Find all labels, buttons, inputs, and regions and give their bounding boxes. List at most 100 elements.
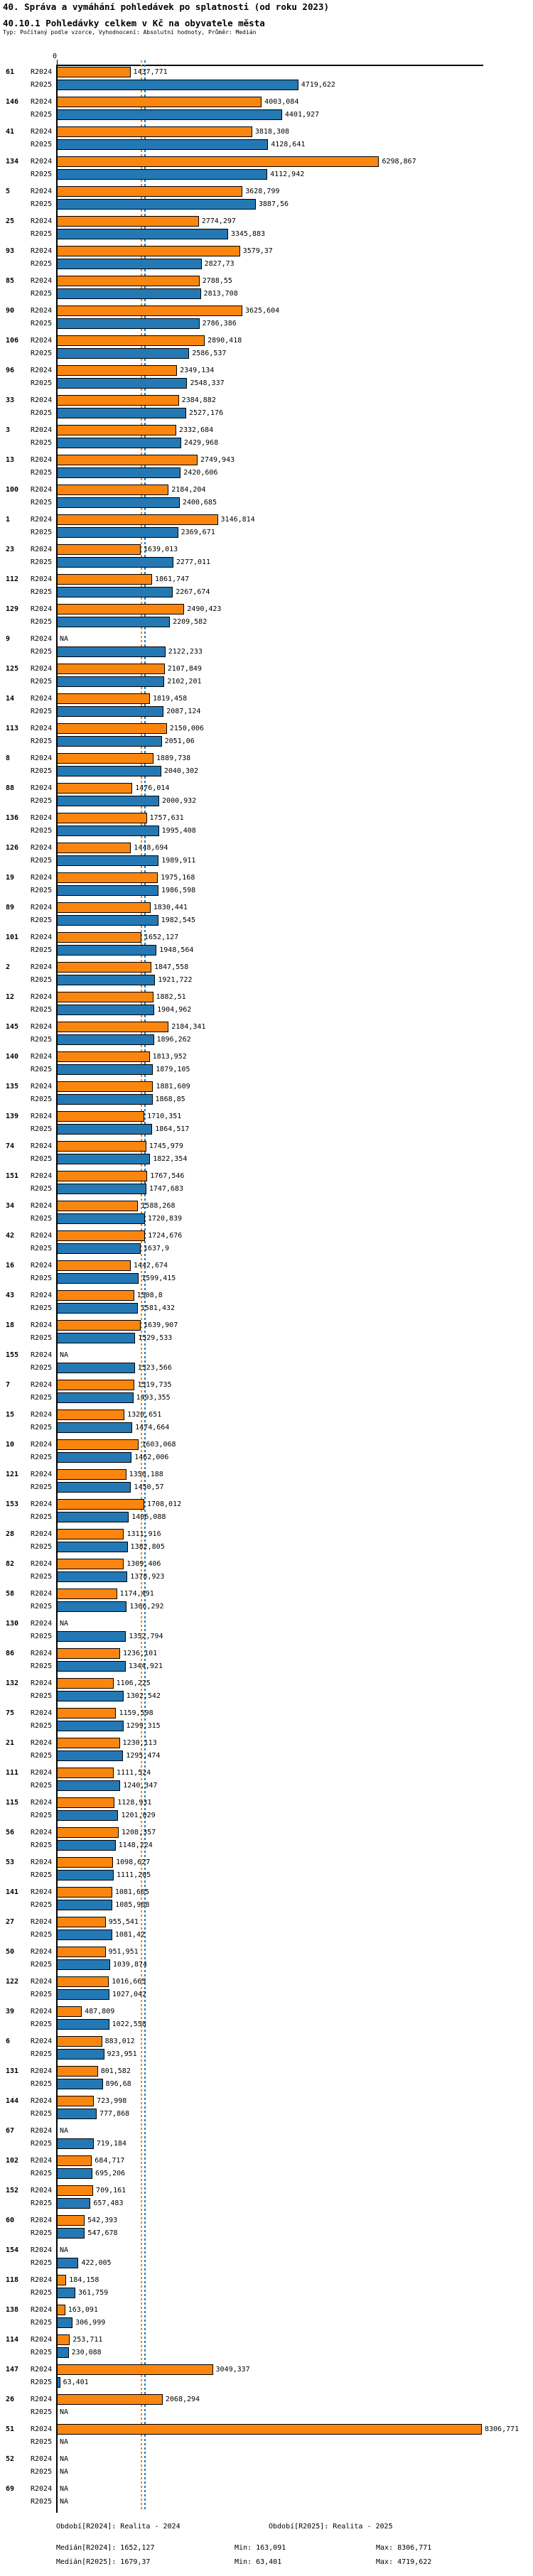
value-label: 2749,943 <box>200 456 235 464</box>
bar-r2024 <box>57 2066 98 2077</box>
bar-row-r2024: R2024 253,711 <box>31 2334 102 2345</box>
series-label: R2025 <box>31 618 53 626</box>
bar-r2025 <box>57 109 282 120</box>
series-label: R2025 <box>31 1304 53 1312</box>
footer-max-r2025: Max: 4719,622 <box>376 2558 432 2566</box>
bar-row-r2025: R2025 1921,722 <box>31 975 193 985</box>
value-label: 253,711 <box>72 2336 103 2344</box>
value-label: 184,158 <box>69 2276 99 2284</box>
bar-row-r2024: R2024 542,393 <box>31 2215 117 2226</box>
value-label: 8306,771 <box>485 2425 519 2433</box>
footer-period-r2025: Období[R2025]: Realita - 2025 <box>269 2523 393 2531</box>
series-label: R2025 <box>31 2408 53 2416</box>
bar-row-r2025: R2025 896,68 <box>31 2079 131 2089</box>
bar-group: 130 R2024 NA R2025 1352,794 <box>0 1618 533 1642</box>
bar-row-r2025: R2025 2051,06 <box>31 736 195 747</box>
series-label: R2024 <box>31 1739 53 1747</box>
bar-r2024 <box>57 1469 126 1480</box>
value-label: 1208,357 <box>121 1829 156 1836</box>
series-label: R2025 <box>31 1573 53 1581</box>
value-label: 2150,006 <box>169 725 204 732</box>
value-label: 709,161 <box>96 2187 126 2195</box>
series-label: R2025 <box>31 1901 53 1909</box>
series-label: R2025 <box>31 1066 53 1073</box>
value-label: 1588,268 <box>141 1202 176 1210</box>
bar-r2024 <box>57 1827 119 1838</box>
series-label: R2025 <box>31 2229 53 2237</box>
series-label: R2024 <box>31 1351 53 1359</box>
series-label: R2024 <box>31 933 53 941</box>
value-label: 1819,458 <box>152 695 188 703</box>
bar-r2024 <box>57 1081 154 1092</box>
bar-row-r2025: R2025 1081,42 <box>31 1930 145 1940</box>
group-id-label: 129 <box>6 605 19 613</box>
value-label: 306,999 <box>75 2319 106 2327</box>
series-label: R2025 <box>31 1662 53 1670</box>
median-line-r2024 <box>140 60 142 2511</box>
value-label: 1637,9 <box>143 1245 170 1252</box>
bar-r2024 <box>57 1917 106 1927</box>
value-label: NA <box>60 2485 69 2493</box>
bar-r2025 <box>57 945 157 956</box>
bar-r2024 <box>57 2424 482 2435</box>
bar-row-r2024: R2024 NA <box>31 2245 68 2256</box>
series-label: R2025 <box>31 1633 53 1640</box>
bar-r2024 <box>57 1529 124 1539</box>
bar-r2025 <box>57 1810 119 1821</box>
series-label: R2025 <box>31 230 53 238</box>
series-label: R2024 <box>31 963 53 971</box>
bar-row-r2024: R2024 1603,068 <box>31 1439 176 1450</box>
bar-r2025 <box>57 229 228 239</box>
value-label: 1039,874 <box>112 1961 148 1969</box>
bar-r2025 <box>57 1094 153 1105</box>
value-label: 1868,85 <box>155 1095 185 1103</box>
bar-group: 82 R2024 1309,406 R2025 1378,923 <box>0 1559 533 1582</box>
group-id-label: 111 <box>6 1769 19 1777</box>
value-label: 1639,907 <box>144 1321 178 1329</box>
bar-row-r2025: R2025 1295,474 <box>31 1750 160 1761</box>
bar-r2024 <box>57 216 199 227</box>
series-label: R2025 <box>31 2259 53 2267</box>
series-label: R2025 <box>31 1483 53 1491</box>
value-label: 1230,113 <box>122 1739 157 1747</box>
bar-r2025 <box>57 676 165 687</box>
y-axis-line <box>56 65 58 2513</box>
bar-row-r2025: R2025 1864,517 <box>31 1124 189 1135</box>
group-id-label: 6 <box>6 2037 11 2045</box>
series-label: R2025 <box>31 499 53 507</box>
bar-row-r2025: R2025 4128,641 <box>31 139 305 150</box>
bar-r2025 <box>57 1721 124 1731</box>
value-label: 1081,665 <box>114 1888 150 1896</box>
series-label: R2024 <box>31 1023 53 1031</box>
bar-group: 41 R2024 3818,308 R2025 4128,641 <box>0 126 533 150</box>
bar-row-r2024: R2024 1881,609 <box>31 1081 190 1092</box>
value-label: 2000,932 <box>162 797 197 805</box>
bar-group: 140 R2024 1813,952 R2025 1879,105 <box>0 1051 533 1075</box>
series-label: R2024 <box>31 1829 53 1836</box>
bar-r2024 <box>57 962 151 973</box>
group-id-label: 135 <box>6 1083 19 1091</box>
bar-group: 100 R2024 2184,204 R2025 2400,685 <box>0 485 533 508</box>
bar-group: 52 R2024 NA R2025 NA <box>0 2454 533 2477</box>
value-label: 1295,474 <box>126 1752 161 1760</box>
bar-r2024 <box>57 1947 106 1957</box>
series-label: R2024 <box>31 784 53 792</box>
bar-group: 50 R2024 951,951 R2025 1039,874 <box>0 1947 533 1970</box>
group-id-label: 53 <box>6 1858 15 1866</box>
group-id-label: 151 <box>6 1172 19 1180</box>
bar-r2024 <box>57 1976 109 1987</box>
series-label: R2024 <box>31 993 53 1001</box>
value-label: 2788,55 <box>202 277 232 285</box>
value-label: 1989,911 <box>161 857 196 865</box>
bar-r2025 <box>57 2049 104 2060</box>
bar-row-r2024: R2024 NA <box>31 634 68 644</box>
bar-group: 154 R2024 NA R2025 422,005 <box>0 2245 533 2268</box>
series-label: R2025 <box>31 857 53 865</box>
bar-group: 152 R2024 709,161 R2025 657,483 <box>0 2185 533 2209</box>
group-id-label: 114 <box>6 2336 19 2344</box>
value-label: 1720,839 <box>147 1215 183 1223</box>
bar-r2025 <box>57 1333 136 1343</box>
bar-group: 115 R2024 1128,931 R2025 1201,029 <box>0 1797 533 1821</box>
bar-r2024 <box>57 783 133 794</box>
bar-r2025 <box>57 169 268 180</box>
